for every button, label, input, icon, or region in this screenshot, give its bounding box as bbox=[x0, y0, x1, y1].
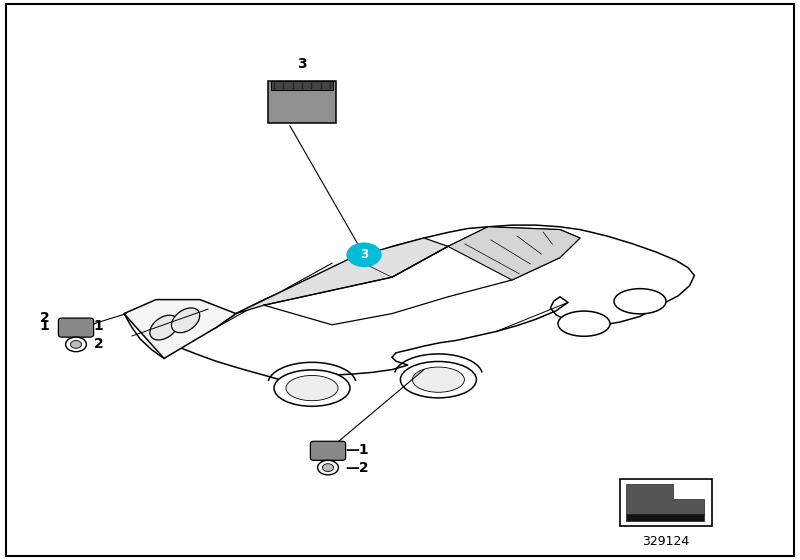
Text: 3: 3 bbox=[360, 248, 368, 262]
Ellipse shape bbox=[286, 376, 338, 401]
Ellipse shape bbox=[150, 315, 178, 340]
Polygon shape bbox=[626, 484, 704, 514]
Polygon shape bbox=[124, 300, 236, 358]
Bar bbox=[268, 81, 336, 123]
Bar bbox=[626, 514, 704, 521]
Polygon shape bbox=[124, 225, 694, 393]
Bar bbox=[271, 81, 333, 90]
Text: 3: 3 bbox=[297, 57, 307, 71]
Ellipse shape bbox=[558, 311, 610, 336]
Polygon shape bbox=[236, 238, 448, 314]
Text: 2: 2 bbox=[94, 337, 103, 352]
Text: 329124: 329124 bbox=[642, 535, 690, 548]
Ellipse shape bbox=[401, 362, 477, 398]
Circle shape bbox=[318, 460, 338, 475]
Ellipse shape bbox=[413, 367, 465, 393]
Text: 1: 1 bbox=[94, 320, 103, 334]
Circle shape bbox=[322, 464, 334, 472]
Ellipse shape bbox=[171, 308, 200, 333]
Ellipse shape bbox=[274, 370, 350, 407]
FancyBboxPatch shape bbox=[310, 441, 346, 460]
Circle shape bbox=[70, 340, 82, 348]
Text: 2: 2 bbox=[40, 311, 50, 325]
Circle shape bbox=[346, 242, 382, 267]
FancyBboxPatch shape bbox=[58, 318, 94, 337]
Text: —1: —1 bbox=[346, 442, 370, 457]
Text: —2: —2 bbox=[346, 460, 370, 475]
Circle shape bbox=[66, 337, 86, 352]
Ellipse shape bbox=[614, 289, 666, 314]
Text: 1: 1 bbox=[40, 319, 50, 333]
Polygon shape bbox=[448, 227, 580, 280]
Bar bbox=[620, 479, 712, 526]
